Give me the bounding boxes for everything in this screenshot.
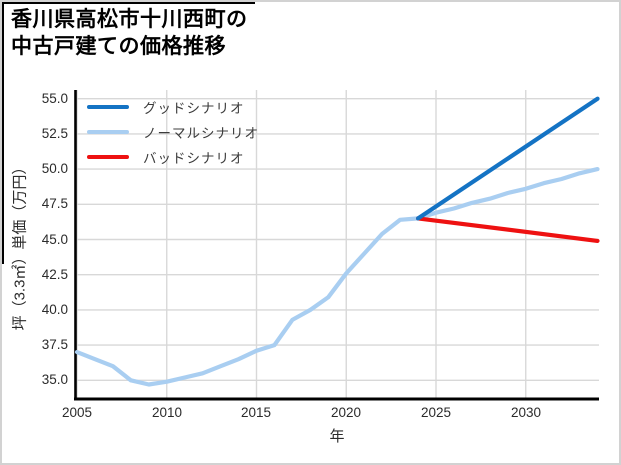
normal-scenario-line-swatch <box>87 129 129 134</box>
y-tick-45: 45.0 <box>41 232 68 247</box>
y-tick-42-5: 42.5 <box>41 267 68 282</box>
legend-label-good: グッドシナリオ <box>143 100 245 116</box>
y-tick-35: 35.0 <box>41 372 68 387</box>
x-tick-2020: 2020 <box>330 405 362 420</box>
x-tick-2030: 2030 <box>510 405 542 420</box>
legend-item-bad: バッドシナリオ <box>87 144 259 169</box>
series-line-good <box>416 96 600 221</box>
legend-item-normal: ノーマルシナリオ <box>87 119 259 144</box>
y-tick-52-5: 52.5 <box>41 126 68 141</box>
bad-scenario-line-swatch <box>87 154 129 159</box>
series-line-normal <box>74 167 600 387</box>
y-tick-50: 50.0 <box>41 161 68 176</box>
legend-label-normal: ノーマルシナリオ <box>143 125 259 141</box>
chart-title-line2: 中古戸建ての価格推移 <box>11 35 226 58</box>
chart-title-line1: 香川県高松市十川西町の <box>11 8 248 31</box>
x-axis-title: 年 <box>329 428 345 445</box>
chart-legend: グッドシナリオ ノーマルシナリオ バッドシナリオ <box>87 94 259 169</box>
series-line-bad <box>416 216 600 243</box>
legend-item-good: グッドシナリオ <box>87 94 259 119</box>
y-tick-37-5: 37.5 <box>41 337 68 352</box>
y-tick-55: 55.0 <box>41 91 68 106</box>
y-tick-40: 40.0 <box>41 302 68 317</box>
y-axis-title: 坪（3.3㎡）単価（万円） <box>11 159 29 331</box>
x-tick-2005: 2005 <box>61 405 93 420</box>
top-border-line <box>2 2 255 4</box>
x-tick-2025: 2025 <box>420 405 452 420</box>
x-tick-2010: 2010 <box>151 405 183 420</box>
left-border-line <box>2 2 4 264</box>
chart-title: 香川県高松市十川西町の 中古戸建ての価格推移 <box>11 6 248 60</box>
x-tick-2015: 2015 <box>240 405 272 420</box>
legend-label-bad: バッドシナリオ <box>143 150 245 166</box>
y-tick-47-5: 47.5 <box>41 196 68 211</box>
good-scenario-line-swatch <box>87 104 129 109</box>
